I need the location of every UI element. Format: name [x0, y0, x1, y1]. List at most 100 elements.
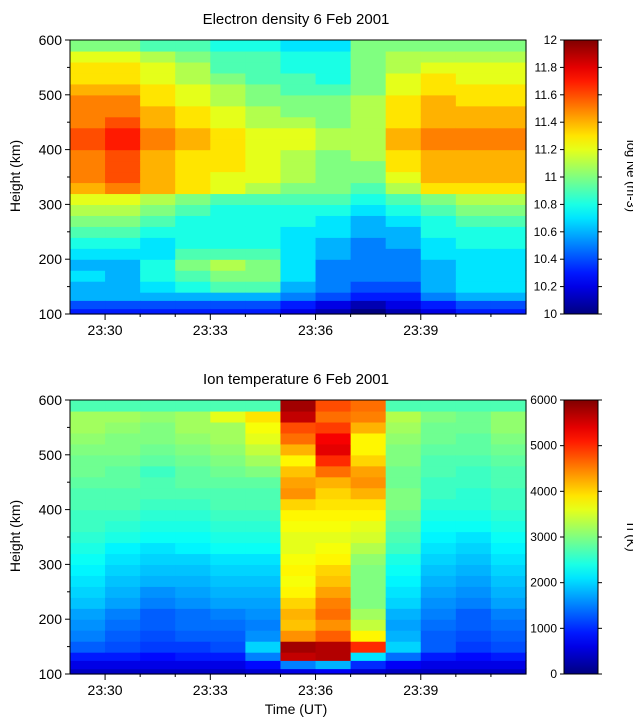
heatmap-cell	[350, 454, 387, 467]
heatmap-cell	[140, 259, 176, 271]
heatmap-cell	[70, 531, 106, 544]
heatmap-cell	[140, 668, 176, 675]
heatmap-cell	[105, 443, 141, 456]
heatmap-cell	[140, 476, 176, 489]
heatmap-cell	[420, 586, 457, 598]
colorbar-tick-label: 0	[550, 667, 557, 681]
heatmap-cell	[105, 160, 141, 173]
heatmap-cell	[140, 160, 176, 173]
heatmap-cell	[70, 553, 106, 565]
heatmap-cell	[455, 531, 492, 544]
heatmap-cell	[210, 498, 246, 511]
heatmap-cell	[280, 542, 317, 555]
heatmap-cell	[350, 182, 387, 195]
heatmap-cell	[490, 498, 527, 511]
heatmap-cell	[350, 619, 387, 631]
heatmap-cell	[420, 410, 457, 423]
heatmap-cell	[385, 215, 422, 227]
colorbar-tick-label: 11.4	[535, 115, 558, 129]
heatmap-cell	[105, 400, 141, 412]
heatmap-cell	[245, 575, 282, 587]
heatmap-cell	[420, 619, 457, 631]
heatmap-cell	[140, 454, 176, 467]
heatmap-cell	[420, 575, 457, 587]
heatmap-cell	[385, 641, 422, 653]
heatmap-cell	[245, 465, 282, 478]
heatmap-cell	[280, 509, 317, 522]
heatmap-cell	[350, 487, 387, 500]
heatmap-cell	[315, 226, 352, 238]
x-tick-label: 23:36	[298, 682, 333, 698]
heatmap-cell	[210, 61, 246, 74]
heatmap-cell	[315, 248, 352, 260]
heatmap-cell	[245, 270, 282, 282]
heatmap-cell	[210, 630, 246, 642]
heatmap-cell	[210, 443, 246, 456]
heatmap-cell	[210, 105, 246, 118]
heatmap-cell	[70, 476, 106, 489]
heatmap-cell	[490, 292, 527, 301]
heatmap-cell	[70, 292, 106, 301]
heatmap-cell	[245, 509, 282, 522]
heatmap-cell	[140, 619, 176, 631]
heatmap-cell	[385, 248, 422, 260]
heatmap-cell	[70, 160, 106, 173]
heatmap-cell	[70, 237, 106, 249]
heatmap-cell	[315, 50, 352, 63]
heatmap-cell	[105, 94, 141, 107]
heatmap-cell	[140, 421, 176, 434]
heatmap-cell	[210, 421, 246, 434]
heatmap-cell	[105, 520, 141, 533]
heatmap-cell	[350, 432, 387, 445]
heatmap-cell	[315, 40, 352, 52]
heatmap-cell	[175, 204, 211, 216]
heatmap-cell	[70, 619, 106, 631]
heatmap-cell	[210, 410, 246, 423]
heatmap-cell	[105, 487, 141, 500]
heatmap-cell	[210, 72, 246, 85]
heatmap-cell	[175, 61, 211, 74]
heatmap-cell	[210, 308, 246, 315]
heatmap-cell	[245, 454, 282, 467]
heatmap-cell	[175, 586, 211, 598]
heatmap-cell	[105, 465, 141, 478]
heatmap-cell	[455, 509, 492, 522]
heatmap-cell	[490, 668, 527, 675]
heatmap-cell	[315, 138, 352, 151]
heatmap-cell	[385, 619, 422, 631]
heatmap-cell	[140, 400, 176, 412]
heatmap-cell	[490, 465, 527, 478]
heatmap-cell	[175, 652, 211, 661]
heatmap-cell	[70, 215, 106, 227]
heatmap-cell	[315, 300, 352, 310]
heatmap-cell	[210, 259, 246, 271]
heatmap-cell	[70, 542, 106, 555]
heatmap-cell	[420, 40, 457, 52]
heatmap-cell	[175, 432, 211, 445]
heatmap-cell	[70, 138, 106, 151]
heatmap-cell	[315, 281, 352, 293]
heatmap-cell	[385, 61, 422, 74]
heatmap-cell	[385, 531, 422, 544]
heatmap-cell	[455, 193, 492, 205]
heatmap-cell	[175, 564, 211, 576]
heatmap-cell	[490, 61, 527, 74]
heatmap-cell	[105, 193, 141, 205]
heatmap-cell	[175, 400, 211, 412]
heatmap-cell	[385, 432, 422, 445]
heatmap-cell	[175, 270, 211, 282]
heatmap-cell	[420, 215, 457, 227]
heatmap-cell	[210, 215, 246, 227]
heatmap-cell	[105, 586, 141, 598]
heatmap-cell	[70, 94, 106, 107]
heatmap-cell	[140, 660, 176, 670]
heatmap-cell	[210, 204, 246, 216]
heatmap-cell	[455, 421, 492, 434]
heatmap-cell	[455, 597, 492, 609]
heatmap-cell	[490, 575, 527, 587]
heatmap-cell	[420, 476, 457, 489]
heatmap-cell	[420, 226, 457, 238]
heatmap-cell	[280, 308, 317, 315]
heatmap-cell	[245, 182, 282, 195]
x-tick-label: 23:33	[193, 682, 228, 698]
